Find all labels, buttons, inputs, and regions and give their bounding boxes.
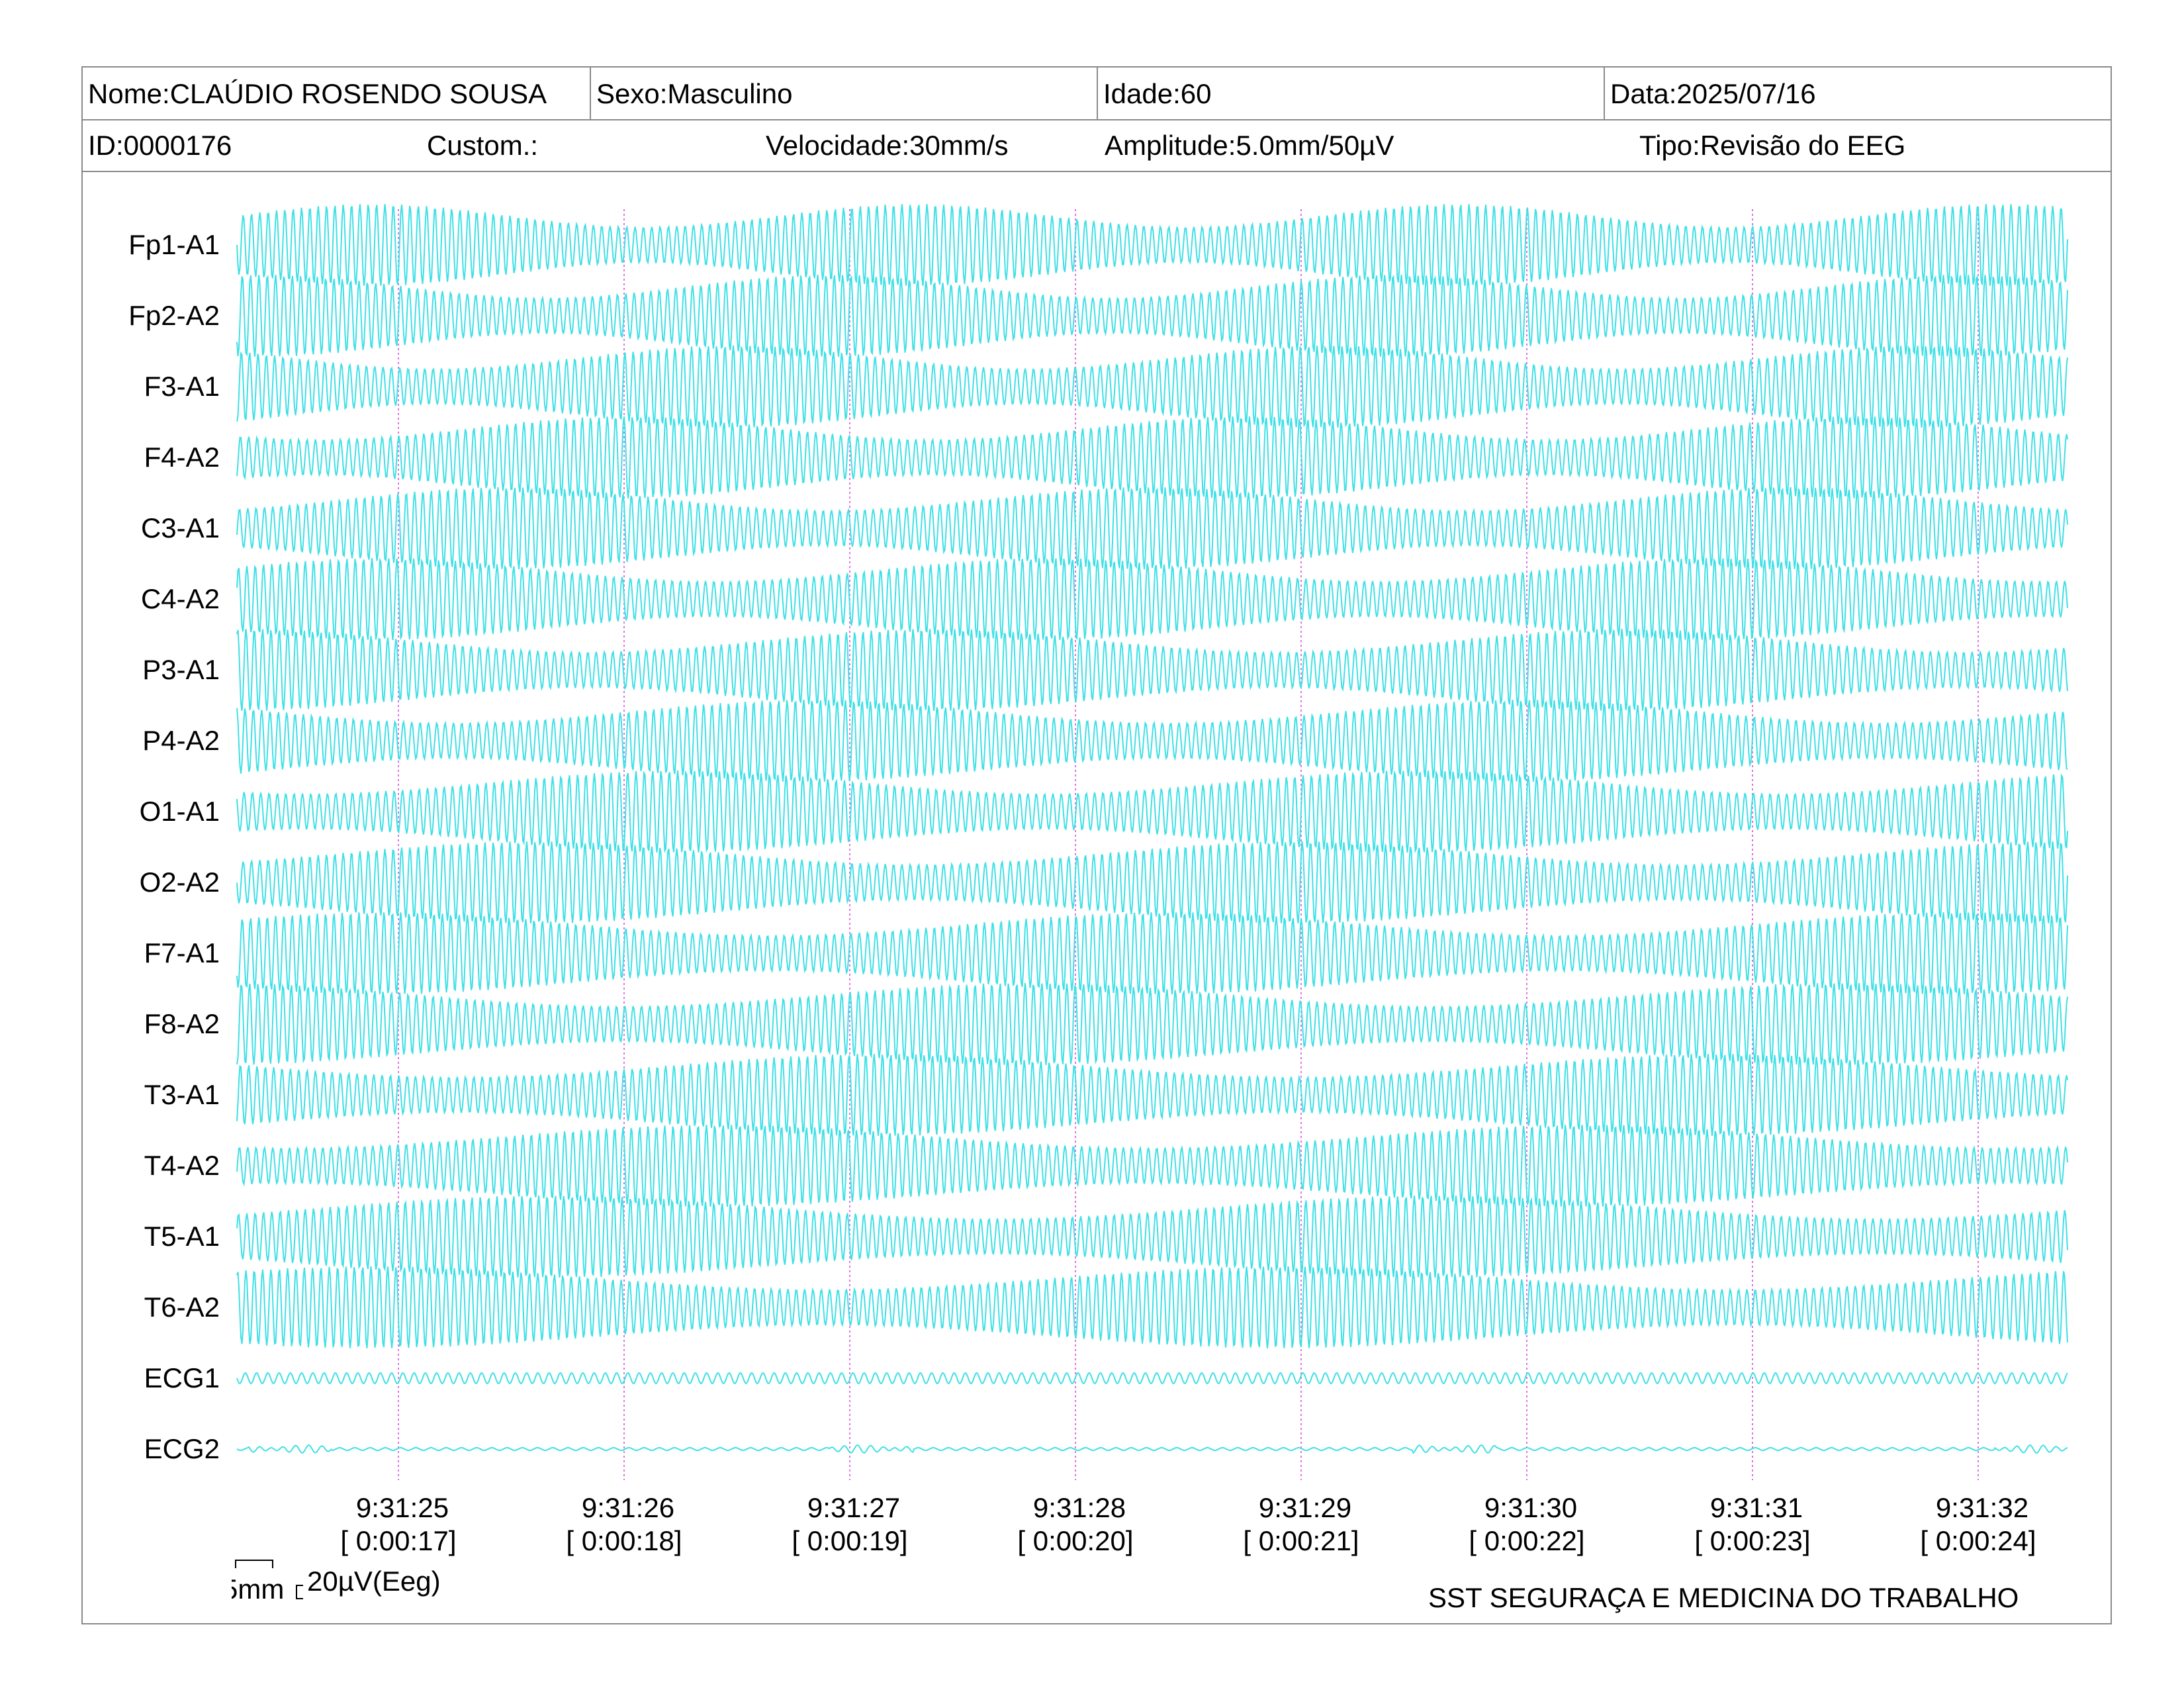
channel-label: ECG1 bbox=[144, 1362, 220, 1393]
time-elapsed-label: [ 0:00:18] bbox=[566, 1525, 682, 1556]
channel-trace bbox=[236, 275, 2068, 357]
exam-type: Tipo:Revisão do EEG bbox=[1639, 130, 1906, 161]
channel-labels: Fp1-A1 Fp2-A2 F3-A1 F4-A2 C3-A1 C4-A2 P3-A1 P4-… bbox=[128, 229, 220, 1464]
time-clock-label: 9:31:28 bbox=[1033, 1492, 1126, 1523]
channel-trace bbox=[236, 1196, 2068, 1278]
channel-trace bbox=[236, 770, 2068, 853]
amplitude-scale-label: 20µV(Eeg) bbox=[307, 1566, 441, 1597]
channel-label: F7-A1 bbox=[144, 937, 220, 968]
eeg-report-sheet: Nome:CLAÚDIO ROSENDO SOUSA Sexo:Masculin… bbox=[81, 66, 2112, 1624]
channel-label: T3-A1 bbox=[144, 1079, 220, 1110]
recording-speed: Velocidade:30mm/s bbox=[766, 130, 1009, 161]
patient-id: ID:0000176 bbox=[88, 130, 232, 161]
time-clock-label: 9:31:30 bbox=[1484, 1492, 1577, 1523]
time-scale-label: 5mm bbox=[232, 1573, 284, 1605]
time-elapsed-label: [ 0:00:22] bbox=[1469, 1525, 1584, 1556]
channel-label: Fp1-A1 bbox=[128, 229, 220, 260]
channel-trace bbox=[236, 1372, 2068, 1385]
exam-date: Data:2025/07/16 bbox=[1604, 68, 2113, 119]
time-scale-bracket bbox=[235, 1560, 273, 1568]
channel-label: T6-A2 bbox=[144, 1291, 220, 1323]
time-elapsed-label: [ 0:00:19] bbox=[792, 1525, 907, 1556]
organization-name: SST SEGURAÇA E MEDICINA DO TRABALHO bbox=[1428, 1582, 2019, 1613]
channel-label: O2-A2 bbox=[140, 867, 220, 898]
scale-bar: 5mm 20µV(Eeg) bbox=[232, 1560, 441, 1605]
time-labels: 9:31:25[ 0:00:17] 9:31:26[ 0:00:18] 9:31:2… bbox=[340, 1492, 2036, 1556]
channel-label: T4-A2 bbox=[144, 1150, 220, 1181]
time-elapsed-label: [ 0:00:21] bbox=[1243, 1525, 1359, 1556]
channel-label: ECG2 bbox=[144, 1433, 220, 1464]
channel-label: C3-A1 bbox=[141, 512, 220, 543]
channel-label: C4-A2 bbox=[141, 583, 220, 614]
channel-trace bbox=[236, 1054, 2068, 1137]
channel-label: F3-A1 bbox=[144, 371, 220, 402]
header-row-exam: ID:0000176 Custom.: Velocidade:30mm/s Am… bbox=[83, 119, 2111, 172]
patient-sex: Sexo:Masculino bbox=[590, 68, 1099, 119]
patient-age: Idade:60 bbox=[1097, 68, 1606, 119]
time-elapsed-label: [ 0:00:23] bbox=[1694, 1525, 1810, 1556]
channel-label: F4-A2 bbox=[144, 442, 220, 473]
channel-label: P3-A1 bbox=[142, 654, 220, 685]
channel-label: F8-A2 bbox=[144, 1008, 220, 1039]
time-elapsed-label: [ 0:00:17] bbox=[340, 1525, 456, 1556]
channel-trace bbox=[236, 699, 2068, 782]
channel-label: O1-A1 bbox=[140, 796, 220, 827]
channel-trace bbox=[236, 841, 2068, 924]
patient-name: Nome:CLAÚDIO ROSENDO SOUSA bbox=[88, 78, 547, 109]
channel-label: Fp2-A2 bbox=[128, 300, 220, 331]
custom-field: Custom.: bbox=[427, 130, 539, 161]
channel-trace bbox=[236, 345, 2068, 428]
recording-amplitude: Amplitude:5.0mm/50µV bbox=[1105, 130, 1394, 161]
channel-label: T5-A1 bbox=[144, 1221, 220, 1252]
time-clock-label: 9:31:26 bbox=[582, 1492, 674, 1523]
time-elapsed-label: [ 0:00:24] bbox=[1920, 1525, 2036, 1556]
time-clock-label: 9:31:25 bbox=[356, 1492, 449, 1523]
time-elapsed-label: [ 0:00:20] bbox=[1017, 1525, 1133, 1556]
channel-trace bbox=[236, 1444, 2068, 1454]
channel-trace bbox=[236, 487, 2068, 570]
time-clock-label: 9:31:27 bbox=[807, 1492, 900, 1523]
channel-trace bbox=[236, 1124, 2068, 1207]
time-clock-label: 9:31:32 bbox=[1936, 1492, 2028, 1523]
channel-trace bbox=[236, 1266, 2068, 1349]
channel-label: P4-A2 bbox=[142, 725, 220, 756]
amplitude-scale-bracket bbox=[296, 1585, 303, 1599]
channel-trace bbox=[236, 557, 2068, 641]
channel-trace bbox=[236, 628, 2068, 712]
channel-traces bbox=[236, 204, 2068, 1454]
channel-trace bbox=[236, 982, 2068, 1066]
time-clock-label: 9:31:29 bbox=[1259, 1492, 1351, 1523]
header-row-patient: Nome:CLAÚDIO ROSENDO SOUSA Sexo:Masculin… bbox=[83, 68, 2111, 120]
channel-trace bbox=[236, 204, 2068, 286]
channel-trace bbox=[236, 416, 2068, 498]
channel-trace bbox=[236, 912, 2068, 995]
time-clock-label: 9:31:31 bbox=[1710, 1492, 1803, 1523]
